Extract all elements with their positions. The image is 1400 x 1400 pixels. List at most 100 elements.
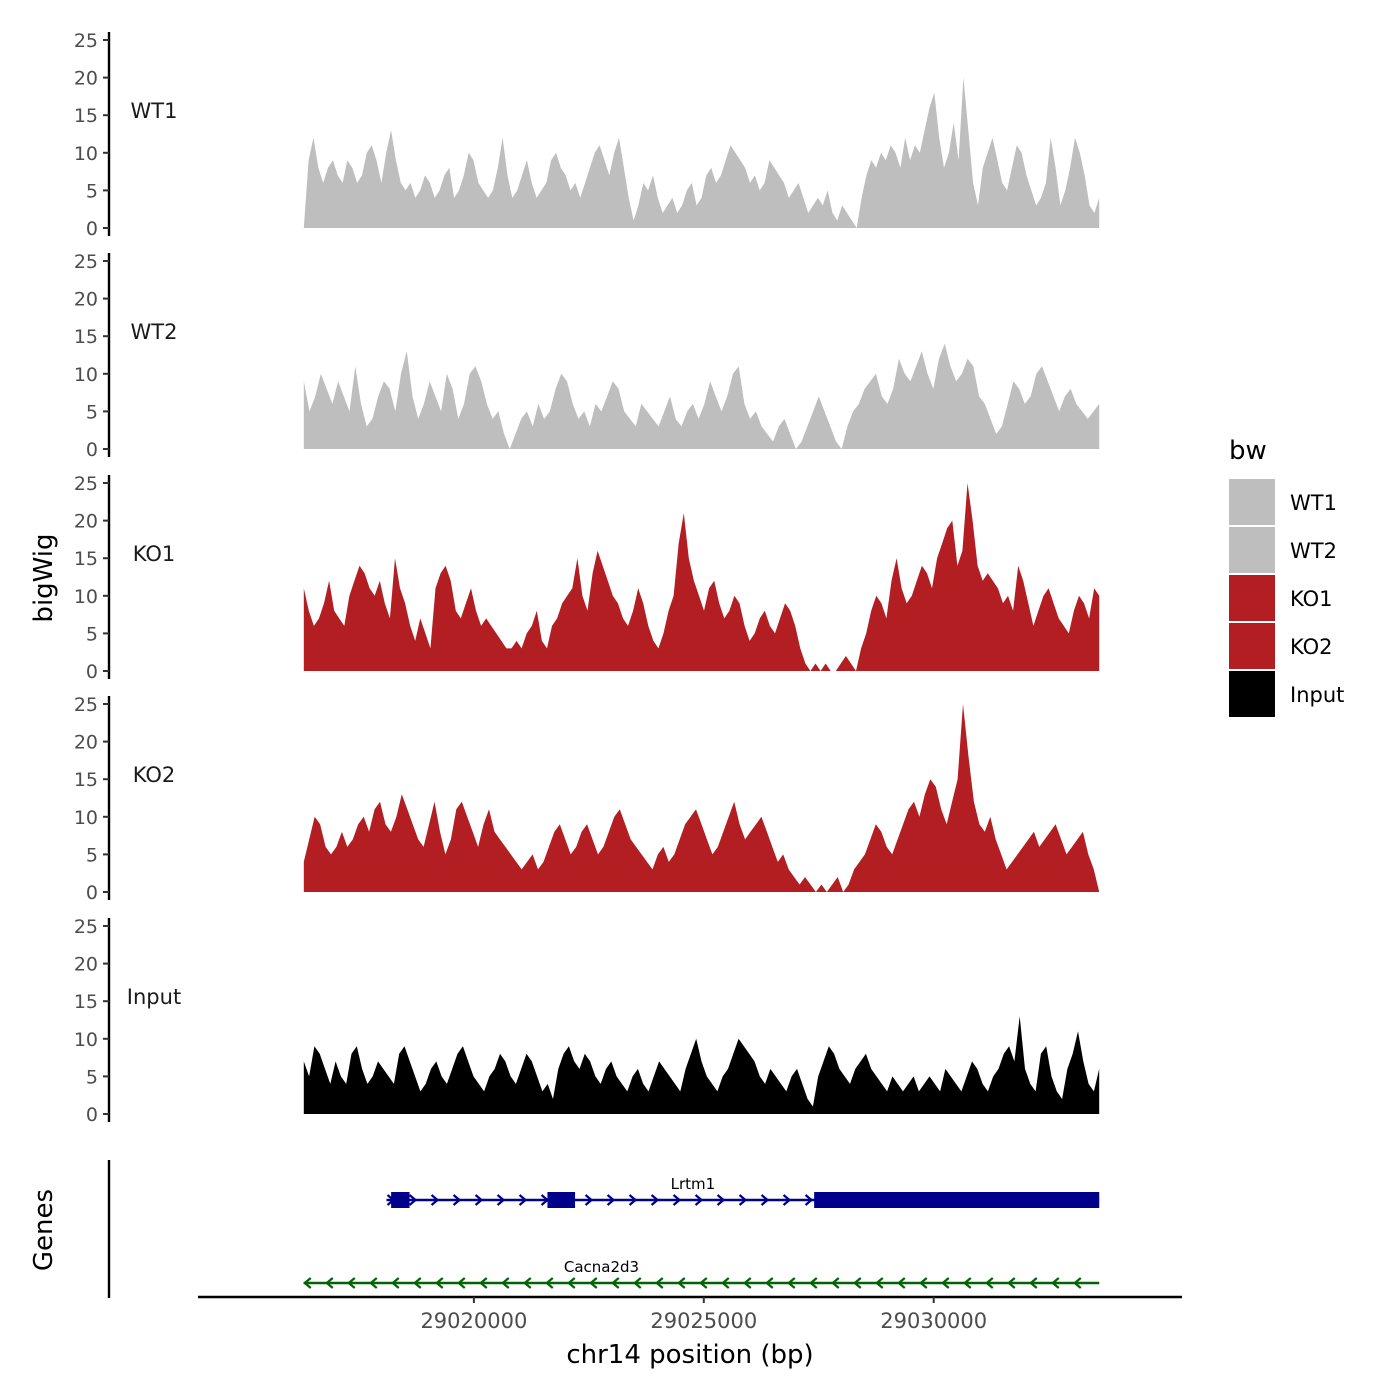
y-tick-label: 20 — [74, 68, 98, 90]
y-tick-label: 10 — [74, 364, 98, 386]
track-wt1: 0 5 10 15 20 25 WT1 — [74, 30, 1100, 240]
y-tick-label: 10 — [74, 586, 98, 608]
gene-cacna2d3: Cacna2d3 — [303, 1258, 1100, 1289]
legend-label-wt1: WT1 — [1290, 491, 1337, 515]
strand-arrow — [347, 1277, 356, 1289]
strand-arrow — [831, 1277, 840, 1289]
strand-arrow — [787, 1277, 796, 1289]
strand-arrow — [985, 1277, 994, 1289]
y-tick-label: 15 — [74, 105, 98, 127]
strand-arrow — [721, 1277, 730, 1289]
strand-arrow — [738, 1194, 748, 1206]
strand-arrow — [782, 1194, 792, 1206]
gene-lrtm1: Lrtm1 — [386, 1175, 1100, 1208]
track-label: KO1 — [133, 542, 176, 566]
y-tick-label: 20 — [74, 511, 98, 533]
y-tick-label: 10 — [74, 807, 98, 829]
genes-axis-title: Genes — [29, 1189, 59, 1271]
strand-arrow — [941, 1277, 950, 1289]
y-tick-label: 5 — [86, 401, 98, 423]
genes-track: Lrtm1 Cacna2d3 — [107, 1160, 1100, 1298]
strand-arrow — [1029, 1277, 1038, 1289]
y-tick-label: 15 — [74, 548, 98, 570]
strand-arrow — [452, 1194, 462, 1206]
strand-arrow — [611, 1277, 620, 1289]
area-ko1 — [303, 483, 1100, 671]
signal-tracks: 0510152025WT10510152025WT20510152025KO10… — [74, 30, 1100, 1126]
strand-arrow — [413, 1277, 422, 1289]
strand-arrow — [699, 1277, 708, 1289]
strand-arrow — [694, 1194, 704, 1206]
x-tick-label: 29030000 — [880, 1309, 987, 1333]
strand-arrow — [303, 1277, 312, 1289]
strand-arrow — [584, 1194, 594, 1206]
y-axis-title: bigWig — [29, 533, 59, 622]
legend: bw WT1 WT2 KO1 KO2 Input — [1229, 436, 1344, 717]
strand-arrow — [501, 1277, 510, 1289]
strand-arrow — [369, 1277, 378, 1289]
strand-arrow — [760, 1194, 770, 1206]
strand-arrow — [325, 1277, 334, 1289]
area-wt1 — [303, 77, 1100, 228]
strand-arrow — [963, 1277, 972, 1289]
strand-arrow — [457, 1277, 466, 1289]
y-tick-label: 25 — [74, 694, 98, 716]
exon-block — [391, 1192, 410, 1208]
y-tick-label: 0 — [86, 439, 98, 461]
y-tick-label: 0 — [86, 218, 98, 240]
x-tick-label: 29020000 — [420, 1309, 527, 1333]
strand-arrow — [672, 1194, 682, 1206]
y-tick-label: 5 — [86, 623, 98, 645]
legend-key-wt1 — [1229, 479, 1275, 525]
strand-arrow — [1051, 1277, 1060, 1289]
y-tick-label: 5 — [86, 180, 98, 202]
strand-arrow — [474, 1194, 484, 1206]
y-tick-label: 15 — [74, 326, 98, 348]
legend-key-input — [1229, 671, 1275, 717]
area-input — [303, 1016, 1100, 1114]
y-tick-label: 0 — [86, 1104, 98, 1126]
strand-arrow — [875, 1277, 884, 1289]
strand-arrow — [765, 1277, 774, 1289]
strand-arrow — [897, 1277, 906, 1289]
x-axis-title: chr14 position (bp) — [566, 1340, 813, 1370]
y-tick-label: 0 — [86, 661, 98, 683]
x-axis: 29020000 29025000 29030000 — [198, 1295, 1182, 1333]
gene-label: Lrtm1 — [671, 1175, 716, 1193]
strand-arrow — [743, 1277, 752, 1289]
strand-arrow — [518, 1194, 528, 1206]
strand-arrow — [650, 1194, 660, 1206]
legend-label-ko2: KO2 — [1290, 635, 1333, 659]
y-tick-label: 25 — [74, 916, 98, 938]
strand-arrow — [919, 1277, 928, 1289]
gene-label: Cacna2d3 — [564, 1258, 639, 1276]
strand-arrow — [1073, 1277, 1082, 1289]
strand-arrow — [804, 1194, 814, 1206]
y-tick-label: 10 — [74, 1029, 98, 1051]
legend-label-input: Input — [1290, 683, 1344, 707]
strand-arrow — [430, 1194, 440, 1206]
exon-block — [547, 1192, 576, 1208]
y-tick-label: 15 — [74, 991, 98, 1013]
y-tick-label: 20 — [74, 732, 98, 754]
strand-arrow — [628, 1194, 638, 1206]
y-tick-label: 20 — [74, 289, 98, 311]
area-wt2 — [303, 343, 1100, 449]
strand-arrow — [435, 1277, 444, 1289]
strand-arrow — [479, 1277, 488, 1289]
track-label: WT2 — [131, 320, 178, 344]
strand-arrow — [853, 1277, 862, 1289]
track-wt2: 0 5 10 15 20 25 WT2 — [74, 251, 1100, 461]
y-tick-label: 20 — [74, 954, 98, 976]
y-tick-label: 10 — [74, 143, 98, 165]
strand-arrow — [408, 1194, 418, 1206]
track-label: KO2 — [133, 763, 176, 787]
track-label: Input — [127, 985, 181, 1009]
strand-arrow — [567, 1277, 576, 1289]
strand-arrow — [391, 1277, 400, 1289]
strand-arrow — [496, 1194, 506, 1206]
legend-key-wt2 — [1229, 527, 1275, 573]
track-input: 0 5 10 15 20 25 Input — [74, 916, 1100, 1126]
legend-label-wt2: WT2 — [1290, 539, 1337, 563]
